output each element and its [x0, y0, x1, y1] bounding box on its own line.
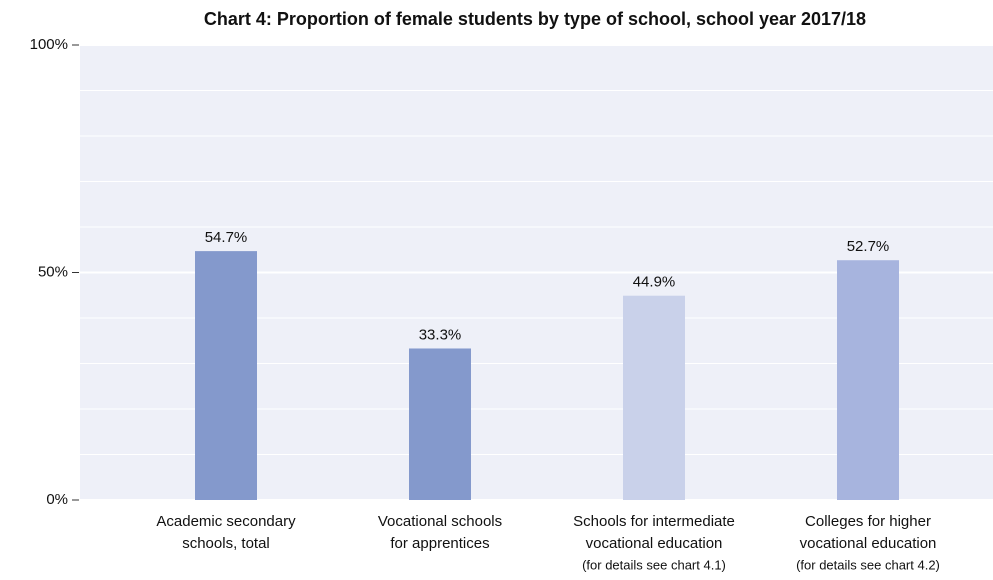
- bar: [837, 260, 899, 500]
- y-tick-label: 50%: [38, 263, 68, 280]
- x-tick-label: Schools for intermediate: [573, 513, 735, 530]
- x-tick-label: for apprentices: [390, 535, 489, 552]
- x-tick-label: Vocational schools: [378, 513, 502, 530]
- x-tick-label: (for details see chart 4.1): [582, 557, 726, 572]
- bar: [409, 348, 471, 500]
- y-tick-label: 0%: [46, 491, 68, 508]
- value-label: 52.7%: [847, 238, 890, 255]
- bar: [623, 295, 685, 500]
- x-tick-label: Colleges for higher: [805, 513, 931, 530]
- value-label: 44.9%: [633, 274, 676, 291]
- value-label: 54.7%: [205, 229, 248, 246]
- x-tick-label: schools, total: [182, 535, 270, 552]
- y-tick-label: 100%: [30, 36, 68, 53]
- chart-title: Chart 4: Proportion of female students b…: [204, 9, 866, 29]
- x-tick-label: vocational education: [800, 535, 937, 552]
- x-tick-label: vocational education: [586, 535, 723, 552]
- bar: [195, 251, 257, 500]
- value-label: 33.3%: [419, 326, 462, 343]
- x-tick-label: (for details see chart 4.2): [796, 557, 940, 572]
- x-tick-label: Academic secondary: [156, 513, 296, 530]
